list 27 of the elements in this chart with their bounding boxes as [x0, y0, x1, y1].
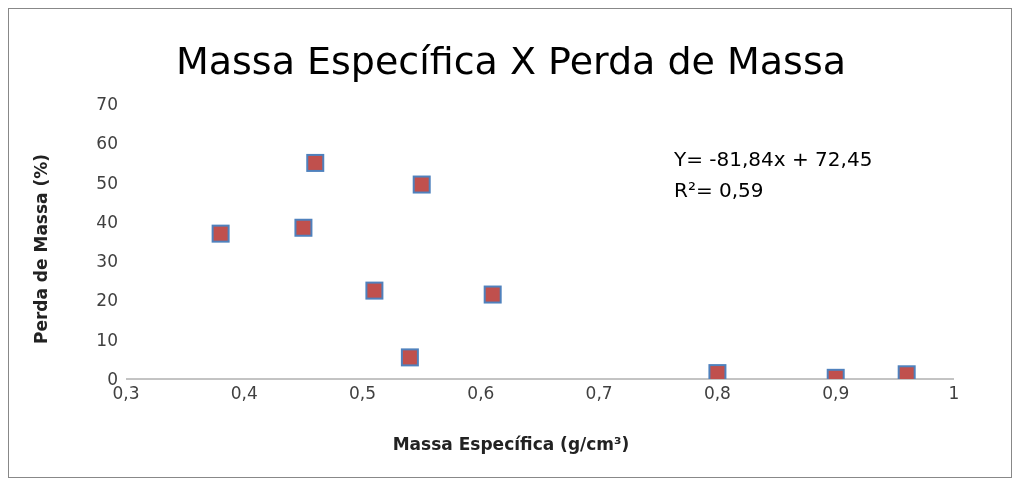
point [483, 285, 502, 304]
x-tick-label: 0,8 [703, 383, 731, 404]
y-tick-label: 70 [96, 94, 118, 115]
point [400, 348, 419, 367]
x-tick-label: 1 [948, 383, 960, 404]
annotation: R²= 0,59 [674, 177, 765, 204]
x-axis-title: Massa Específica (g/cm³) [391, 434, 631, 454]
y-tick-label: 20 [96, 290, 118, 311]
y-tick-label: 40 [96, 211, 118, 232]
x-tick-label: 0,9 [822, 383, 850, 404]
x-tick-label: 0,4 [230, 383, 258, 404]
x-tick-label: 0,6 [467, 383, 495, 404]
y-tick-label: 10 [96, 329, 118, 350]
point [708, 364, 727, 379]
point [365, 281, 384, 300]
chart-title: Massa Específica X Perda de Massa [175, 39, 847, 83]
y-tick-label: 30 [96, 251, 118, 272]
y-tick-label: 50 [96, 172, 118, 193]
x-tick-label: 0,5 [349, 383, 377, 404]
y-tick-label: 60 [96, 133, 118, 154]
annotation: Y= -81,84x + 72,45 [674, 146, 873, 173]
y-axis-title: Perda de Massa (%) [31, 153, 51, 345]
point [306, 153, 325, 172]
point [412, 175, 431, 194]
point [294, 218, 313, 237]
x-tick-label: 0,7 [585, 383, 613, 404]
point [211, 224, 230, 243]
